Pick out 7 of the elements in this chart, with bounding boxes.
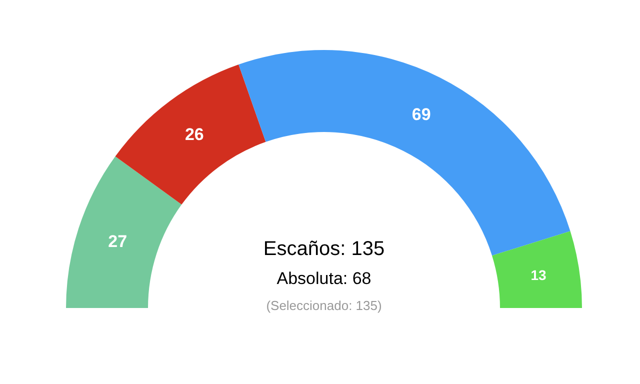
text: Absoluta: 68 (276, 269, 372, 288)
data-label: 27 (108, 232, 128, 251)
text: (Seleccionado: 135) (266, 298, 382, 313)
data-label: 69 (412, 105, 431, 124)
data-label: 13 (530, 267, 547, 284)
data-label: 26 (184, 124, 204, 144)
text: Escaños: 135 (263, 238, 385, 260)
